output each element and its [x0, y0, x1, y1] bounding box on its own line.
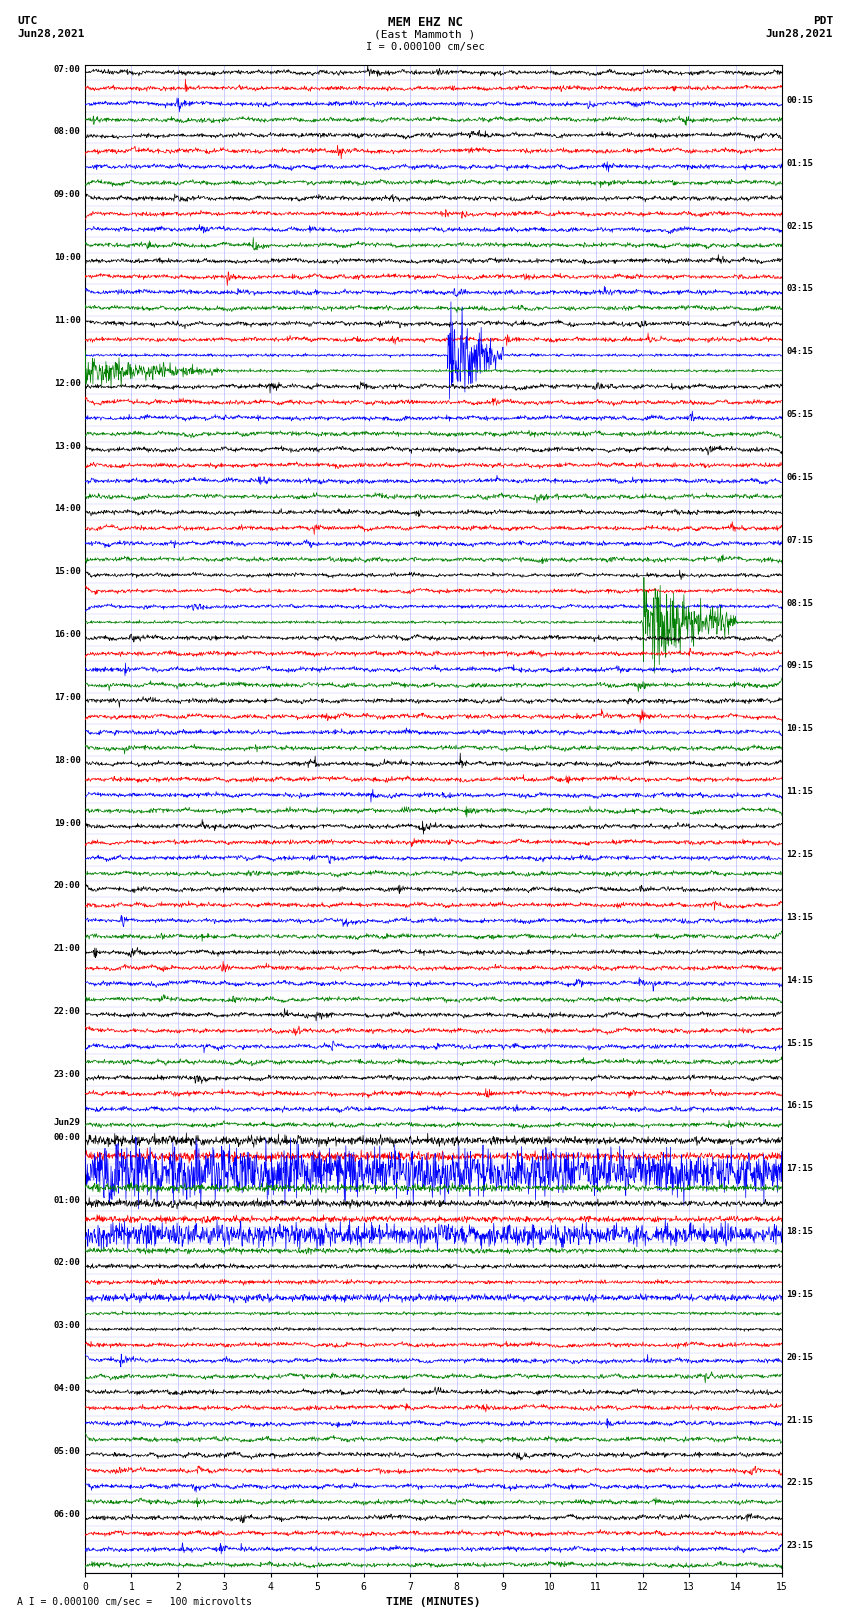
Text: 14:15: 14:15	[786, 976, 813, 984]
Text: 22:00: 22:00	[54, 1007, 81, 1016]
Text: 00:15: 00:15	[786, 95, 813, 105]
Text: 20:15: 20:15	[786, 1353, 813, 1361]
Text: 22:15: 22:15	[786, 1479, 813, 1487]
Text: 19:00: 19:00	[54, 819, 81, 827]
Text: 10:00: 10:00	[54, 253, 81, 261]
Text: 16:15: 16:15	[786, 1102, 813, 1110]
Text: 06:15: 06:15	[786, 473, 813, 482]
Text: Jun28,2021: Jun28,2021	[17, 29, 84, 39]
Text: 07:15: 07:15	[786, 536, 813, 545]
Text: 15:15: 15:15	[786, 1039, 813, 1047]
Text: 08:00: 08:00	[54, 127, 81, 137]
Text: 23:00: 23:00	[54, 1069, 81, 1079]
Text: 21:00: 21:00	[54, 944, 81, 953]
Text: 01:00: 01:00	[54, 1195, 81, 1205]
Text: 08:15: 08:15	[786, 598, 813, 608]
Text: A I = 0.000100 cm/sec =   100 microvolts: A I = 0.000100 cm/sec = 100 microvolts	[17, 1597, 252, 1607]
Text: 00:00: 00:00	[54, 1132, 81, 1142]
Text: 02:00: 02:00	[54, 1258, 81, 1268]
Text: 13:15: 13:15	[786, 913, 813, 923]
Text: 17:15: 17:15	[786, 1165, 813, 1173]
Text: 13:00: 13:00	[54, 442, 81, 450]
Text: 05:15: 05:15	[786, 410, 813, 419]
Text: 18:15: 18:15	[786, 1227, 813, 1236]
Text: 03:00: 03:00	[54, 1321, 81, 1331]
Text: 12:15: 12:15	[786, 850, 813, 860]
Text: Jun29: Jun29	[54, 1118, 81, 1127]
Text: UTC: UTC	[17, 16, 37, 26]
Text: 21:15: 21:15	[786, 1416, 813, 1424]
Text: I = 0.000100 cm/sec: I = 0.000100 cm/sec	[366, 42, 484, 52]
Text: 15:00: 15:00	[54, 568, 81, 576]
Text: 05:00: 05:00	[54, 1447, 81, 1457]
Text: 16:00: 16:00	[54, 631, 81, 639]
Text: 04:00: 04:00	[54, 1384, 81, 1394]
Text: Jun28,2021: Jun28,2021	[766, 29, 833, 39]
Text: (East Mammoth ): (East Mammoth )	[374, 29, 476, 39]
Text: 04:15: 04:15	[786, 347, 813, 356]
Text: 19:15: 19:15	[786, 1290, 813, 1298]
Text: 01:15: 01:15	[786, 158, 813, 168]
Text: 14:00: 14:00	[54, 505, 81, 513]
Text: 17:00: 17:00	[54, 694, 81, 702]
Text: PDT: PDT	[813, 16, 833, 26]
Text: 11:15: 11:15	[786, 787, 813, 797]
Text: 02:15: 02:15	[786, 221, 813, 231]
Text: 09:00: 09:00	[54, 190, 81, 198]
Text: 03:15: 03:15	[786, 284, 813, 294]
Text: 20:00: 20:00	[54, 881, 81, 890]
Text: 11:00: 11:00	[54, 316, 81, 324]
Text: 10:15: 10:15	[786, 724, 813, 734]
Text: 06:00: 06:00	[54, 1510, 81, 1519]
Text: 23:15: 23:15	[786, 1542, 813, 1550]
X-axis label: TIME (MINUTES): TIME (MINUTES)	[386, 1597, 481, 1607]
Text: 18:00: 18:00	[54, 756, 81, 765]
Text: 07:00: 07:00	[54, 65, 81, 74]
Text: MEM EHZ NC: MEM EHZ NC	[388, 16, 462, 29]
Text: 12:00: 12:00	[54, 379, 81, 387]
Text: 09:15: 09:15	[786, 661, 813, 671]
